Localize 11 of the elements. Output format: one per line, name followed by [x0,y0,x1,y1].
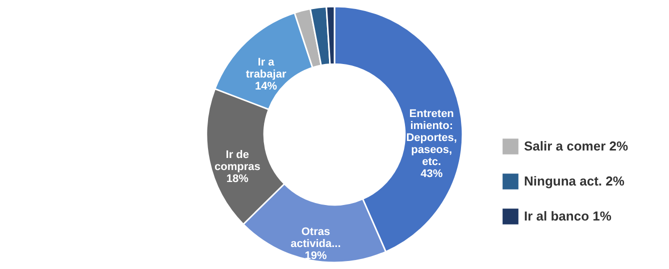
legend-label: Salir a comer 2% [524,138,628,154]
data-label: 14% [255,80,278,93]
data-label: 43% [420,168,443,180]
slice-label: Ir de compras [214,148,260,173]
data-label: 19% [304,250,327,262]
slice-label: Ir a trabajar [246,56,287,81]
slice-label: Entretenimiento: Deportes, paseos, etc. [406,108,457,168]
slice-label: Otras activida... [290,226,341,250]
legend-label: Ninguna act. 2% [524,174,625,188]
data-label: 18% [226,172,249,185]
legend-label: Ir al banco 1% [524,208,612,224]
